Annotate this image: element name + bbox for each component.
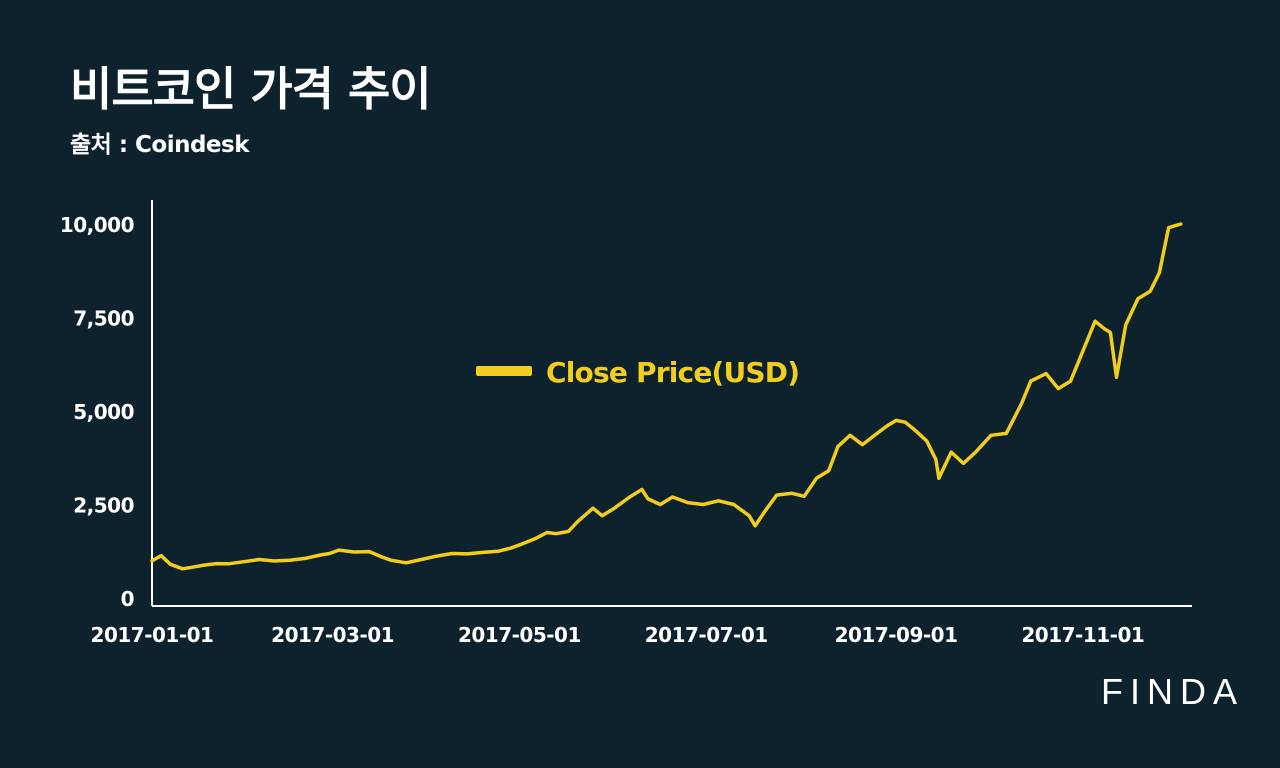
y-tick-label: 7,500	[73, 307, 134, 331]
chart-title: 비트코인 가격 추이	[70, 62, 432, 116]
legend-swatch	[476, 366, 532, 376]
x-tick-label: 2017-03-01	[271, 623, 394, 647]
x-tick-label: 2017-11-01	[1021, 623, 1144, 647]
y-tick-label: 0	[121, 587, 134, 611]
x-tick-label: 2017-09-01	[835, 623, 958, 647]
x-tick-label: 2017-07-01	[645, 623, 768, 647]
x-axis-ticks: 2017-01-01 2017-03-01 2017-05-01 2017-07-01…	[91, 623, 1145, 647]
y-tick-label: 5,000	[73, 400, 134, 424]
x-tick-label: 2017-01-01	[91, 623, 214, 647]
y-axis-ticks: 0 2,500 5,000 7,500 10,000	[60, 213, 135, 611]
legend: Close Price(USD)	[476, 356, 800, 389]
price-series-line	[150, 222, 1183, 571]
x-tick-label: 2017-05-01	[458, 623, 581, 647]
y-tick-label: 2,500	[73, 494, 134, 518]
y-tick-label: 10,000	[60, 213, 134, 237]
finda-logo: FINDA	[1101, 671, 1244, 712]
legend-label: Close Price(USD)	[546, 356, 799, 389]
chart-source: 출처 : Coindesk	[70, 132, 250, 158]
